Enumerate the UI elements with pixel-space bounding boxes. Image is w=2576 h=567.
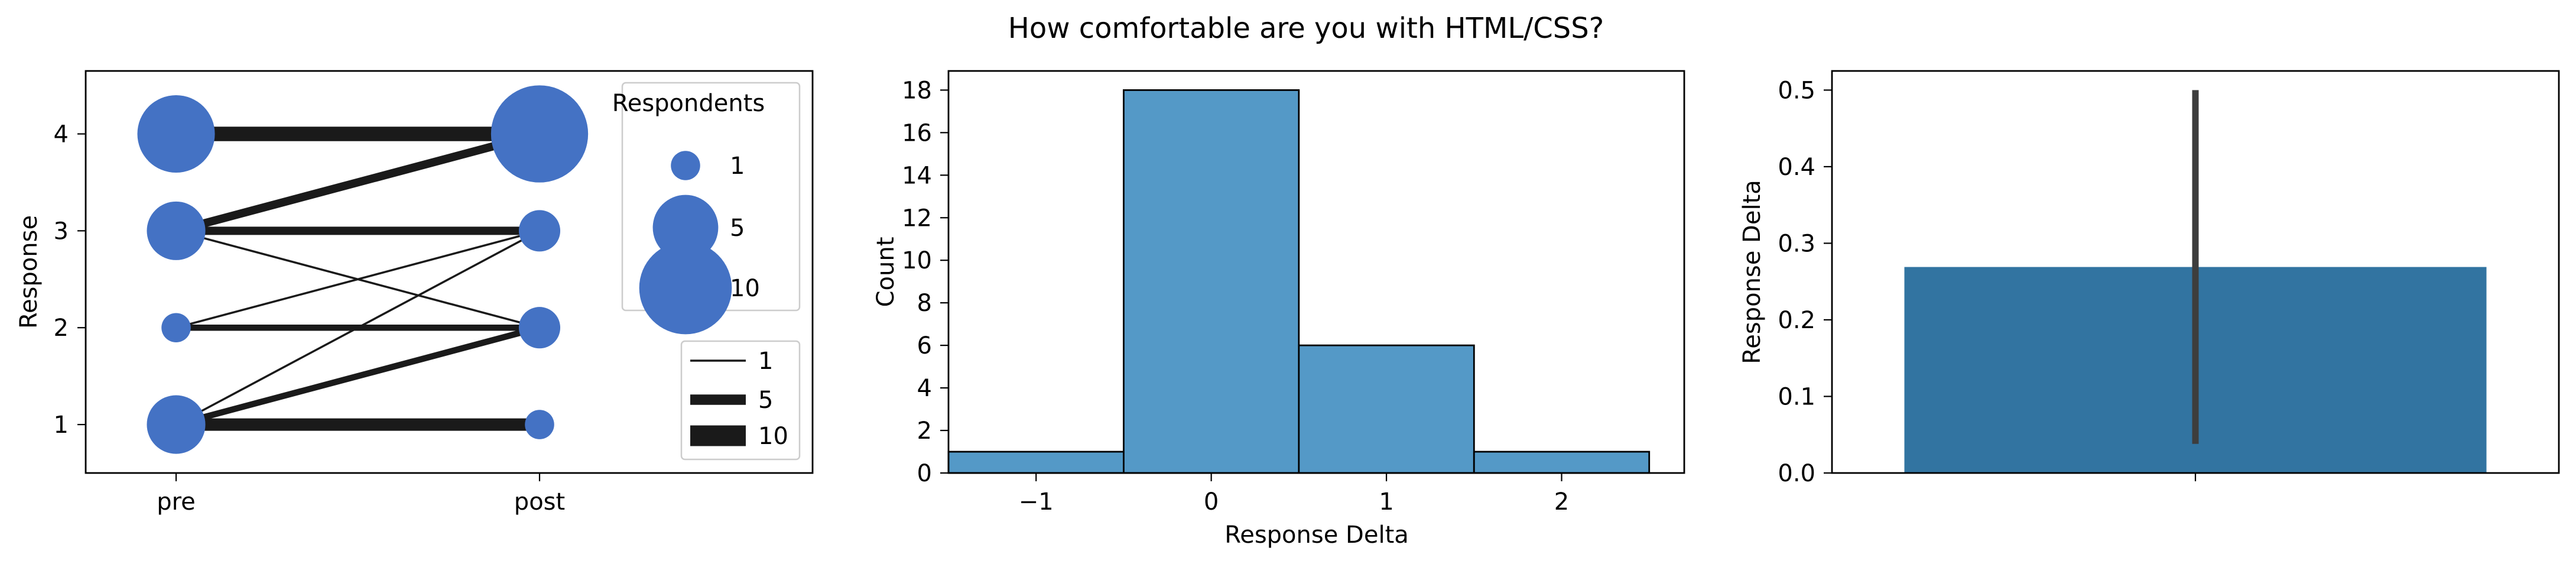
histogram-bars [947,89,1651,474]
respondents-legend-marker-1 [652,195,719,261]
delta-bar-y-tick-label-1: 0.1 [1778,383,1815,410]
histogram-x-tick-label-3: 2 [1554,488,1569,516]
histogram-x-axis-label: Response Delta [1224,521,1409,549]
delta-bar-y-tick-label-2: 0.2 [1778,307,1815,334]
delta-bar-y-tick-label-4: 0.4 [1778,154,1815,181]
flow-y-axis-label: Response [15,215,43,329]
delta-bar-y-tick-label-3: 0.3 [1778,230,1815,257]
delta-bar-panel: 0.0 0.1 0.2 0.3 0.4 0.5 Response Delta [1739,70,2560,487]
histogram-bar-3 [1473,451,1651,474]
histogram-bar-0 [947,451,1125,474]
respondents-legend-label-2: 10 [730,275,760,302]
flow-y-tick-label-0: 1 [54,412,69,439]
histogram-y-tick-label-1: 2 [917,417,932,445]
flow-x-tick-label-0: pre [157,488,196,516]
respondents-legend-title: Respondents [612,90,765,117]
node-pre-2 [161,313,191,342]
histogram-y-tick-label-9: 18 [902,77,932,104]
histogram-y-axis-label: Count [872,237,899,307]
histogram-y-ticks: 0 2 4 6 8 10 12 14 16 18 [902,77,948,487]
respondents-legend-label-1: 5 [730,215,745,242]
flow-y-tick-label-1: 2 [54,315,69,342]
transition-line-1 [175,129,541,235]
flow-transitions [175,127,541,431]
node-pre-3 [147,201,206,260]
figure-title: How comfortable are you with HTML/CSS? [1008,12,1604,45]
delta-bar-y-ticks: 0.0 0.1 0.2 0.3 0.4 0.5 [1778,77,1832,487]
transition-line-4 [176,229,540,329]
respondents-legend-label-0: 1 [730,153,745,180]
histogram-x-ticks: −1 0 1 2 [1019,473,1569,516]
histogram-y-tick-label-5: 10 [902,247,932,274]
histogram-bar-1 [1123,89,1300,474]
histogram-y-tick-label-2: 4 [917,375,932,402]
respondents-legend-marker-0 [671,151,700,180]
delta-bar-y-tick-label-0: 0.0 [1778,460,1815,487]
flow-y-tick-label-3: 4 [54,121,69,148]
node-post-4 [490,85,589,183]
histogram-y-tick-label-6: 12 [902,205,932,232]
histogram-y-tick-label-0: 0 [917,460,932,487]
flow-x-tick-label-1: post [514,488,565,516]
transitions-legend-label-1: 5 [758,387,773,414]
node-pre-1 [147,395,206,454]
delta-bar-y-tick-label-5: 0.5 [1778,77,1815,104]
respondents-legend-marker-2 [639,241,732,335]
histogram-y-tick-label-3: 6 [917,332,932,359]
histogram-y-tick-label-8: 16 [902,119,932,147]
transition-line-6 [176,229,540,426]
histogram-y-tick-label-4: 8 [917,290,932,317]
histogram-y-tick-label-7: 14 [902,162,932,189]
transitions-legend-label-0: 1 [758,348,773,375]
flow-nodes [137,85,589,454]
delta-bar-y-axis-label: Response Delta [1739,180,1766,364]
histogram-x-tick-label-0: −1 [1019,488,1054,516]
flow-y-tick-label-2: 3 [54,218,69,245]
histogram-x-tick-label-1: 0 [1204,488,1219,516]
node-post-2 [518,307,561,349]
flow-x-ticks: pre post [157,473,565,516]
histogram-bar-2 [1298,344,1475,474]
node-pre-4 [137,95,215,173]
transition-line-8 [175,325,541,428]
flow-y-ticks: 1 2 3 4 [54,121,86,439]
node-post-3 [518,210,561,252]
histogram-x-tick-label-2: 1 [1379,488,1393,516]
node-post-1 [525,410,554,439]
transitions-legend-label-2: 10 [758,423,788,450]
flow-axes-frame [85,70,814,474]
histogram-axes-frame [947,70,1685,474]
delta-bars [1904,90,2487,473]
